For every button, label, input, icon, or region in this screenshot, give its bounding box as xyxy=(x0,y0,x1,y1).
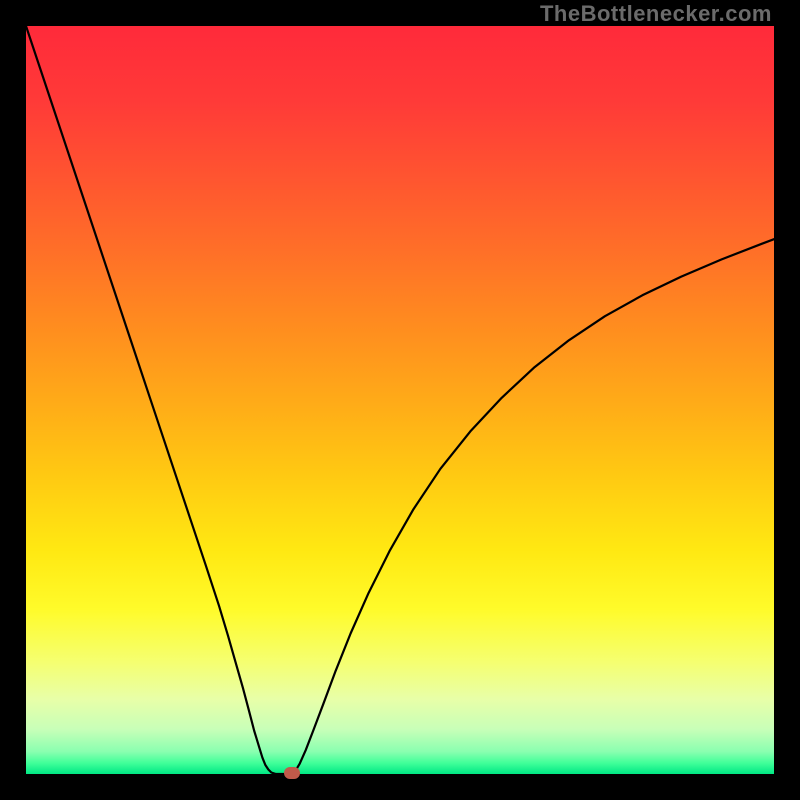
plot-svg xyxy=(26,26,774,774)
plot-area xyxy=(26,26,774,774)
optimal-point-marker xyxy=(284,767,300,779)
watermark-text: TheBottlenecker.com xyxy=(540,1,772,27)
gradient-background xyxy=(26,26,774,774)
chart-container: TheBottlenecker.com xyxy=(0,0,800,800)
